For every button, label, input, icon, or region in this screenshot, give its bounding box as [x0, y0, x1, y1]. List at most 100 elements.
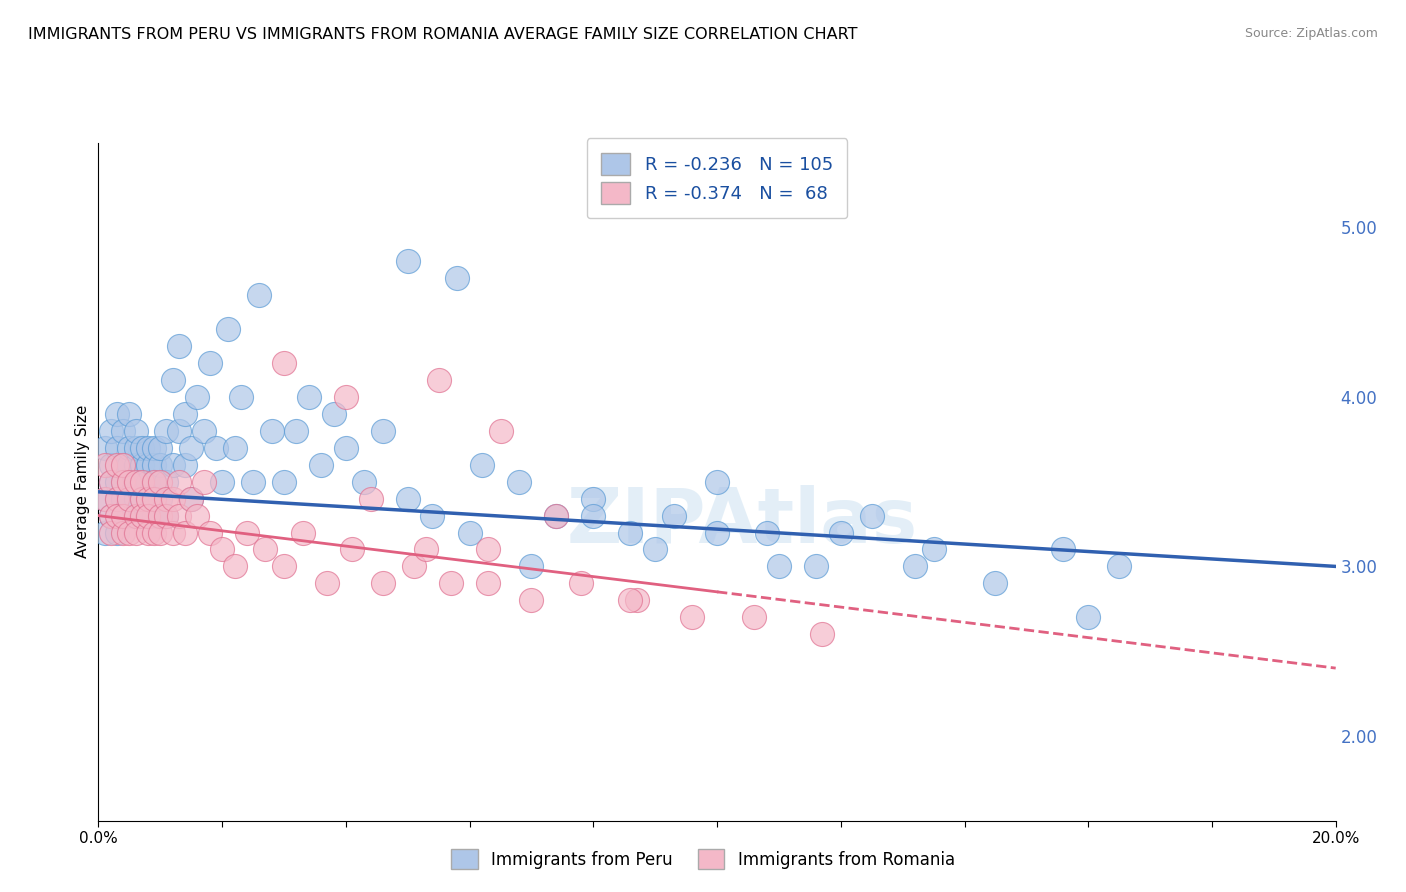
Point: [224, 441, 246, 455]
Point: [198, 525, 221, 540]
Point: [118, 508, 141, 523]
Point: [100, 475, 122, 489]
Point: [112, 491, 135, 506]
Point: [105, 491, 128, 506]
Point: [112, 458, 135, 472]
Y-axis label: Average Family Size: Average Family Size: [75, 405, 90, 558]
Point: [112, 475, 135, 489]
Point: [143, 508, 166, 523]
Point: [155, 508, 177, 523]
Point: [105, 508, 128, 523]
Point: [162, 373, 184, 387]
Point: [105, 475, 128, 489]
Point: [755, 525, 778, 540]
Point: [546, 508, 568, 523]
Point: [247, 288, 270, 302]
Point: [136, 491, 159, 506]
Point: [174, 525, 197, 540]
Point: [124, 475, 146, 489]
Point: [100, 525, 122, 540]
Point: [136, 508, 159, 523]
Point: [477, 542, 499, 557]
Point: [136, 525, 159, 540]
Point: [174, 407, 197, 421]
Point: [402, 559, 425, 574]
Text: Source: ZipAtlas.com: Source: ZipAtlas.com: [1244, 27, 1378, 40]
Point: [260, 424, 283, 438]
Point: [768, 559, 790, 574]
Point: [291, 525, 314, 540]
Point: [360, 491, 382, 506]
Point: [285, 424, 308, 438]
Point: [174, 458, 197, 472]
Point: [508, 475, 530, 489]
Point: [162, 525, 184, 540]
Point: [131, 491, 153, 506]
Point: [371, 576, 394, 591]
Point: [477, 576, 499, 591]
Point: [229, 390, 252, 404]
Point: [644, 542, 666, 557]
Point: [118, 407, 141, 421]
Point: [155, 508, 177, 523]
Point: [143, 475, 166, 489]
Point: [105, 458, 128, 472]
Point: [217, 322, 239, 336]
Point: [706, 475, 728, 489]
Point: [112, 458, 135, 472]
Point: [830, 525, 852, 540]
Point: [681, 610, 703, 624]
Point: [186, 390, 208, 404]
Point: [118, 441, 141, 455]
Point: [236, 525, 259, 540]
Point: [143, 525, 166, 540]
Point: [118, 525, 141, 540]
Point: [105, 441, 128, 455]
Point: [193, 475, 215, 489]
Point: [205, 441, 228, 455]
Point: [118, 475, 141, 489]
Point: [149, 458, 172, 472]
Point: [353, 475, 375, 489]
Point: [93, 491, 115, 506]
Point: [298, 390, 321, 404]
Point: [186, 508, 208, 523]
Point: [335, 441, 357, 455]
Point: [143, 491, 166, 506]
Point: [112, 508, 135, 523]
Point: [904, 559, 927, 574]
Point: [520, 593, 543, 607]
Point: [118, 491, 141, 506]
Point: [273, 475, 295, 489]
Point: [131, 475, 153, 489]
Point: [984, 576, 1007, 591]
Point: [112, 424, 135, 438]
Point: [149, 491, 172, 506]
Point: [149, 508, 172, 523]
Point: [93, 491, 115, 506]
Point: [180, 441, 202, 455]
Point: [811, 627, 834, 641]
Point: [626, 593, 648, 607]
Point: [427, 373, 450, 387]
Point: [143, 491, 166, 506]
Point: [804, 559, 827, 574]
Point: [662, 508, 685, 523]
Point: [440, 576, 463, 591]
Point: [198, 356, 221, 370]
Point: [224, 559, 246, 574]
Point: [211, 542, 233, 557]
Point: [131, 491, 153, 506]
Point: [143, 458, 166, 472]
Text: ZIPAtlas: ZIPAtlas: [567, 485, 918, 559]
Text: IMMIGRANTS FROM PERU VS IMMIGRANTS FROM ROMANIA AVERAGE FAMILY SIZE CORRELATION : IMMIGRANTS FROM PERU VS IMMIGRANTS FROM …: [28, 27, 858, 42]
Point: [1108, 559, 1130, 574]
Point: [131, 441, 153, 455]
Point: [422, 508, 444, 523]
Point: [155, 475, 177, 489]
Point: [93, 441, 115, 455]
Point: [124, 458, 146, 472]
Point: [105, 407, 128, 421]
Point: [112, 475, 135, 489]
Point: [273, 559, 295, 574]
